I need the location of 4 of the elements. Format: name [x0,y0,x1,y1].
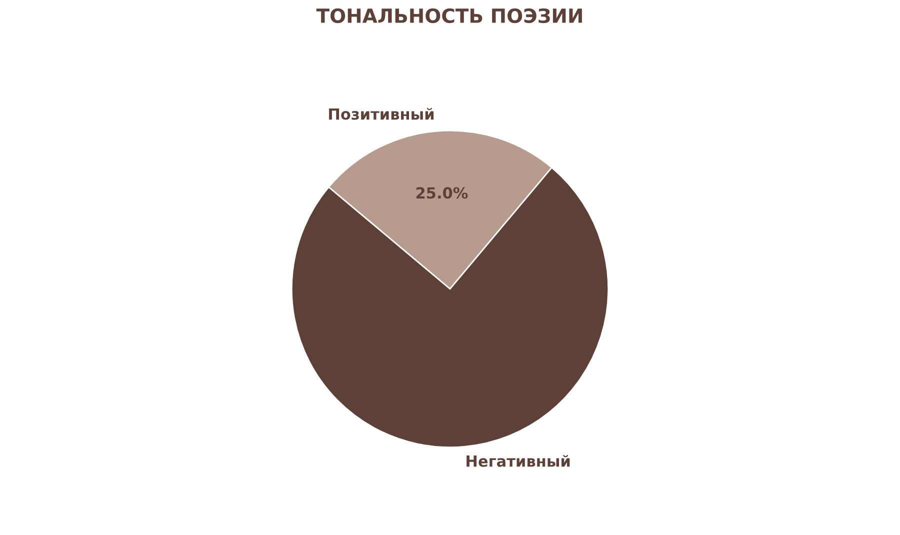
slice-label: Негативный [466,454,570,467]
data-label: 25.0% [416,187,468,199]
slice-label: Позитивный [329,108,434,120]
chart-title: ТОНАЛЬНОСТЬ ПОЭЗИИ [316,8,582,24]
